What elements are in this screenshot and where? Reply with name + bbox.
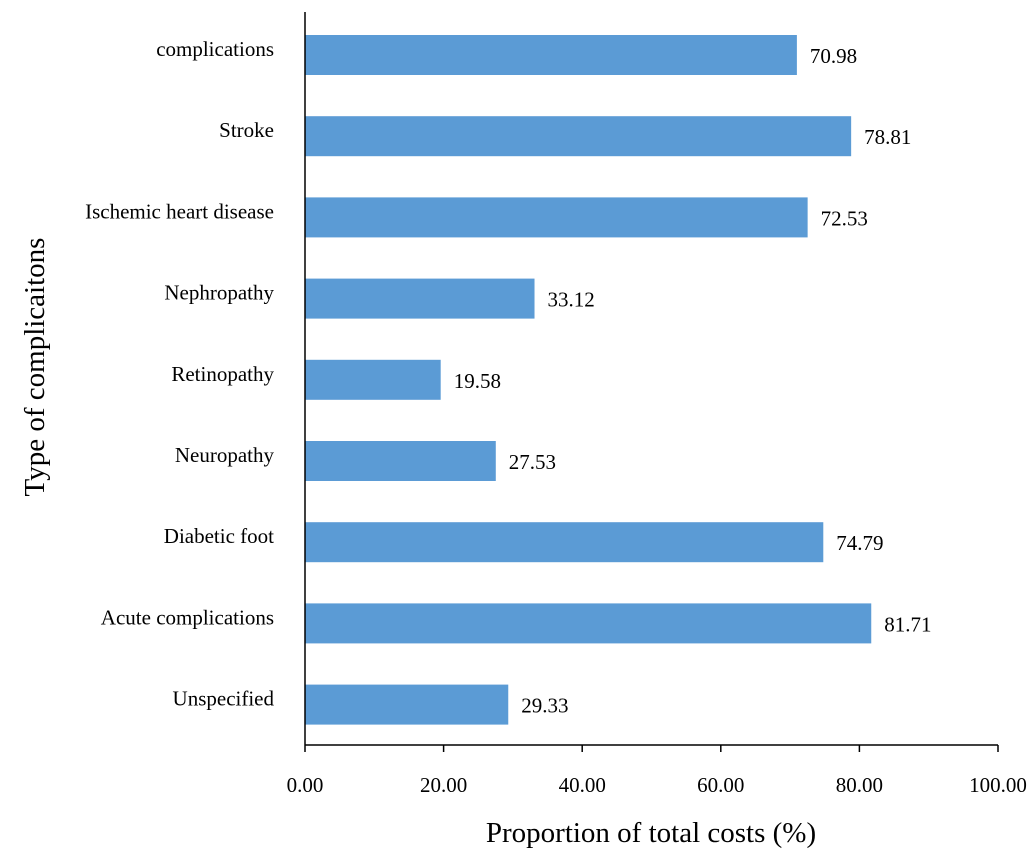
y-axis-title: Type of complicaitons — [19, 238, 51, 497]
value-labels-group: 70.98 78.81 72.53 33.12 19.58 27.53 74.79 81.71… — [454, 44, 932, 718]
category-labels-group: complications Stroke Ischemic heart diseas… — [85, 37, 274, 711]
category-label: Stroke — [219, 118, 274, 142]
x-tick-label: 0.00 — [287, 773, 324, 797]
x-tick-label: 40.00 — [559, 773, 606, 797]
x-tick-label: 100.00 — [969, 773, 1027, 797]
category-label: Diabetic foot — [164, 524, 274, 548]
data-label: 72.53 — [821, 206, 868, 230]
axes-group — [304, 12, 998, 746]
x-ticks-group: 0.00 20.00 40.00 60.00 80.00 100.00 — [287, 745, 1027, 797]
category-label: Nephropathy — [164, 281, 274, 305]
data-label: 33.12 — [548, 288, 595, 312]
bar — [305, 116, 852, 157]
x-axis-title: Proportion of total costs (%) — [486, 817, 816, 849]
x-tick-label: 20.00 — [420, 773, 467, 797]
bar — [305, 359, 441, 400]
bar — [305, 35, 797, 75]
bar — [305, 684, 509, 725]
category-label: Unspecified — [173, 687, 275, 711]
data-label: 74.79 — [836, 531, 883, 555]
x-tick-label: 80.00 — [836, 773, 883, 797]
bars-group — [305, 35, 872, 725]
bar — [305, 522, 824, 563]
data-label: 19.58 — [454, 369, 501, 393]
bar — [305, 278, 535, 319]
x-tick-label: 60.00 — [697, 773, 744, 797]
data-label: 81.71 — [884, 612, 931, 636]
data-label: 27.53 — [509, 450, 556, 474]
bar — [305, 603, 872, 644]
category-label: Retinopathy — [171, 362, 274, 386]
data-label: 70.98 — [810, 44, 857, 68]
category-label: Neuropathy — [175, 443, 275, 467]
category-label: complications — [156, 37, 274, 61]
data-label: 78.81 — [864, 125, 911, 149]
category-label: Acute complications — [101, 605, 274, 629]
bar — [305, 441, 496, 481]
category-label: Ischemic heart disease — [85, 199, 274, 223]
bar — [305, 197, 808, 238]
data-label: 29.33 — [521, 694, 568, 718]
